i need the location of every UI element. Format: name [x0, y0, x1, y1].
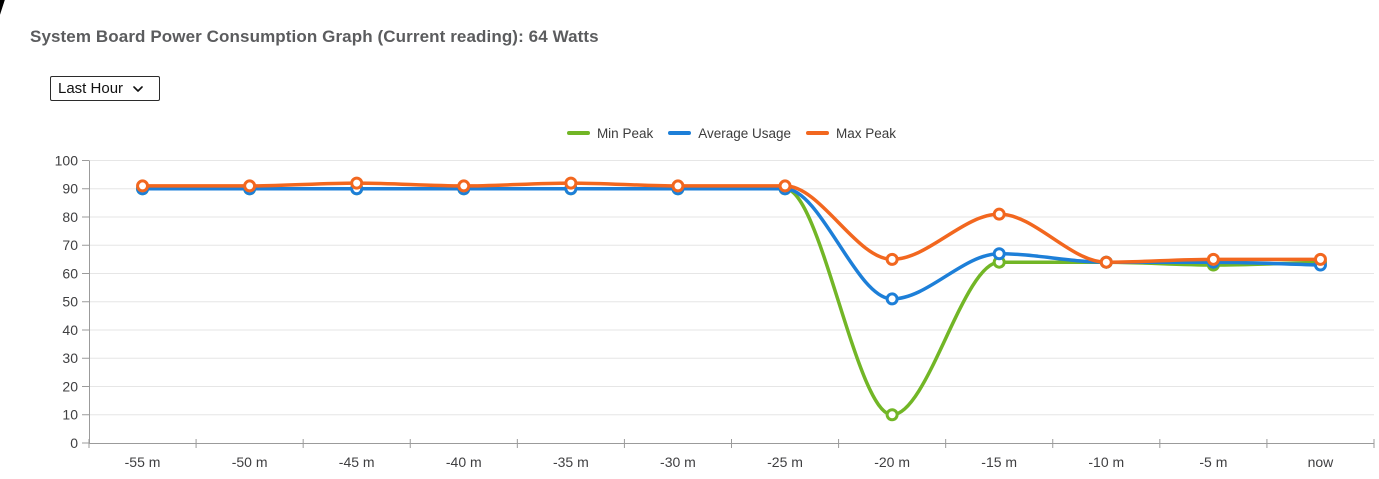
chevron-down-icon [133, 86, 143, 92]
data-point-max-peak [1313, 252, 1327, 266]
legend-label: Average Usage [698, 125, 792, 141]
x-tick-label: -35 m [553, 454, 589, 470]
x-tick-label: -45 m [339, 454, 375, 470]
legend-item-average-usage[interactable]: Average Usage [668, 126, 791, 141]
x-tick-label: -10 m [1088, 454, 1124, 470]
x-tick-label: -15 m [981, 454, 1017, 470]
data-point-max-peak [564, 176, 578, 190]
data-point-max-peak [243, 179, 257, 193]
data-point-max-peak [885, 252, 899, 266]
y-tick-label: 10 [62, 407, 78, 423]
y-tick-label: 80 [62, 209, 78, 225]
series-line-average-usage [140, 187, 1323, 301]
legend-item-min-peak[interactable]: Min Peak [566, 125, 654, 141]
legend-swatch [806, 131, 830, 135]
x-tick-label: -50 m [232, 454, 268, 470]
data-point-min-peak [885, 408, 899, 422]
y-tick-label: 40 [62, 322, 78, 338]
chart-canvas: 0 10 20 30 40 50 60 70 80 90 100 -55 m -50 m -45 m -40… [55, 152, 1375, 470]
y-tick-label: 50 [62, 294, 78, 310]
data-point-max-peak [778, 179, 792, 193]
y-tick-label: 0 [70, 435, 78, 451]
x-tick-label: -5 m [1199, 454, 1227, 470]
y-tick-label: 90 [62, 181, 78, 197]
x-tick-label: -55 m [125, 454, 161, 470]
x-tick-label: now [1308, 454, 1335, 470]
data-point-average-usage [885, 292, 899, 306]
screen-edge-artifact [0, 0, 6, 16]
data-point-max-peak [1206, 252, 1220, 266]
legend-swatch [566, 131, 590, 135]
x-tick-label: -30 m [660, 454, 696, 470]
data-point-max-peak [350, 176, 364, 190]
data-point-max-peak [671, 179, 685, 193]
data-point-max-peak [992, 207, 1006, 221]
series-line-max-peak [140, 181, 1323, 264]
x-tick-label: -40 m [446, 454, 482, 470]
y-tick-label: 20 [62, 378, 78, 394]
legend-swatch [668, 131, 692, 135]
y-tick-label: 30 [62, 350, 78, 366]
power-consumption-chart: 0 10 20 30 40 50 60 70 80 90 100 -55 m -50 m -45 m -40… [0, 150, 1379, 474]
data-point-max-peak [457, 179, 471, 193]
legend-label: Min Peak [596, 125, 654, 141]
data-point-max-peak [1099, 255, 1113, 269]
time-range-select[interactable]: Last Hour [50, 76, 160, 101]
data-point-max-peak [136, 179, 150, 193]
chart-legend: Min Peak Average Usage Max Peak [89, 124, 1374, 142]
y-tick-label: 100 [55, 152, 79, 168]
y-tick-label: 70 [62, 237, 78, 253]
x-tick-label: -25 m [767, 454, 803, 470]
data-point-average-usage [992, 247, 1006, 261]
legend-label: Max Peak [836, 125, 897, 141]
page-title: System Board Power Consumption Graph (Cu… [30, 27, 599, 46]
time-range-selected-value: Last Hour [58, 80, 124, 97]
y-tick-label: 60 [62, 265, 78, 281]
legend-item-max-peak[interactable]: Max Peak [806, 126, 896, 141]
x-tick-label: -20 m [874, 454, 910, 470]
